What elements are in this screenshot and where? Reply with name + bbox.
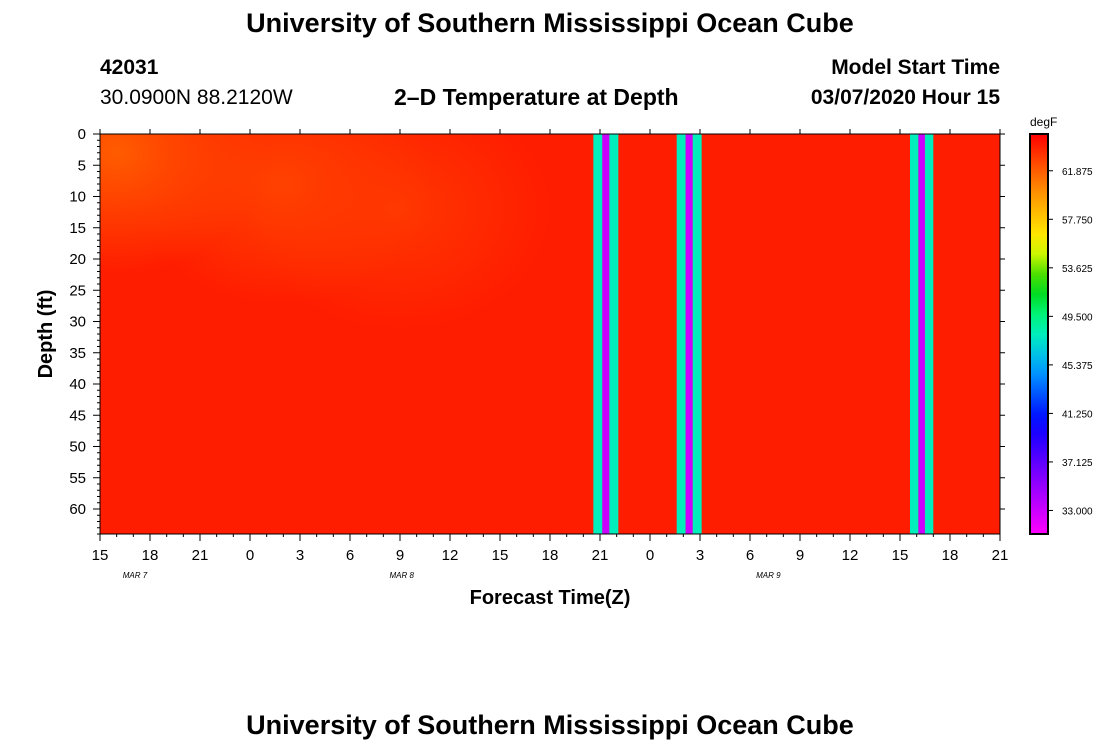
colorbar-gradient: [1029, 133, 1049, 535]
colorbar-tick-label: 37.125: [1062, 458, 1093, 469]
colorbar-ticks: 61.875 57.750 53.625 49.500 45.375 41.250 37.1…: [1048, 167, 1093, 517]
missing-band-core: [918, 134, 925, 534]
colorbar-tick-label: 45.375: [1062, 361, 1093, 372]
missing-band-edge: [593, 134, 603, 534]
y-tick-label: 45: [69, 407, 86, 424]
missing-band-edge: [910, 134, 919, 534]
x-tick-label: 9: [796, 547, 804, 564]
missing-band-edge: [676, 134, 686, 534]
page-title: University of Southern Mississippi Ocean…: [246, 8, 854, 38]
x-tick-label: 18: [942, 547, 959, 564]
heatmap-field: [100, 134, 1000, 534]
x-tick-label: 0: [646, 547, 654, 564]
x-tick-label: 15: [492, 547, 509, 564]
date-label: MAR 8: [389, 571, 414, 580]
x-tick-label: 21: [192, 547, 209, 564]
y-tick-label: 25: [69, 282, 86, 299]
y-tick-label: 35: [69, 345, 86, 362]
product-title: 2–D Temperature at Depth: [394, 84, 679, 110]
y-tick-label: 20: [69, 251, 86, 268]
x-tick-label: 18: [142, 547, 159, 564]
y-tick-label: 55: [69, 470, 86, 487]
colorbar-tick-label: 57.750: [1062, 215, 1093, 226]
colorbar-tick-label: 49.500: [1062, 312, 1093, 323]
x-tick-label: 18: [542, 547, 559, 564]
y-tick-label: 5: [78, 157, 86, 174]
x-tick-label: 21: [592, 547, 609, 564]
y-tick-label: 50: [69, 439, 86, 456]
colorbar-tick-label: 61.875: [1062, 167, 1093, 178]
date-label: MAR 9: [756, 571, 781, 580]
colorbar-tick-label: 33.000: [1062, 506, 1093, 517]
missing-band-edge: [692, 134, 702, 534]
footer-title: University of Southern Mississippi Ocean…: [246, 710, 854, 740]
date-label: MAR 7: [123, 571, 148, 580]
model-start-label: Model Start Time: [831, 56, 1000, 79]
station-id: 42031: [100, 56, 159, 79]
y-tick-label: 60: [69, 501, 86, 518]
x-tick-label: 12: [842, 547, 859, 564]
missing-band-edge: [609, 134, 619, 534]
x-tick-label: 3: [696, 547, 704, 564]
x-tick-label: 6: [746, 547, 754, 564]
x-tick-label: 15: [92, 547, 109, 564]
y-axis: 0 5 10 15 20 25 30 35 40 45 50 55 60: [69, 126, 1005, 535]
colorbar-tick-label: 41.250: [1062, 409, 1093, 420]
x-tick-label: 15: [892, 547, 909, 564]
x-tick-label: 9: [396, 547, 404, 564]
y-tick-label: 40: [69, 376, 86, 393]
x-tick-label: 21: [992, 547, 1009, 564]
missing-band-edge: [924, 134, 934, 534]
x-axis-label: Forecast Time(Z): [470, 587, 631, 609]
x-tick-label: 0: [246, 547, 254, 564]
y-tick-label: 15: [69, 220, 86, 237]
y-tick-label: 30: [69, 314, 86, 331]
y-tick-label: 0: [78, 126, 86, 143]
model-start-time: 03/07/2020 Hour 15: [810, 86, 1000, 109]
y-axis-label: Depth (ft): [35, 290, 57, 379]
warm-surface-patch: [250, 134, 550, 329]
y-tick-label: 10: [69, 189, 86, 206]
missing-band-core: [602, 134, 610, 534]
station-coordinates: 30.0900N 88.2120W: [100, 86, 293, 109]
colorbar-units: degF: [1030, 115, 1057, 129]
x-axis: 15 18 21 0 3 6 9 12 15 18 21 0 3 6 9 12 15 18 21 MAR 7 MAR 8…: [92, 129, 1009, 580]
missing-band-core: [685, 134, 693, 534]
x-tick-label: 3: [296, 547, 304, 564]
colorbar: degF 61.875 57.750 53.625 49.500 45.375 41.25…: [1029, 115, 1093, 535]
colorbar-tick-label: 53.625: [1062, 264, 1093, 275]
x-tick-label: 6: [346, 547, 354, 564]
x-tick-label: 12: [442, 547, 459, 564]
